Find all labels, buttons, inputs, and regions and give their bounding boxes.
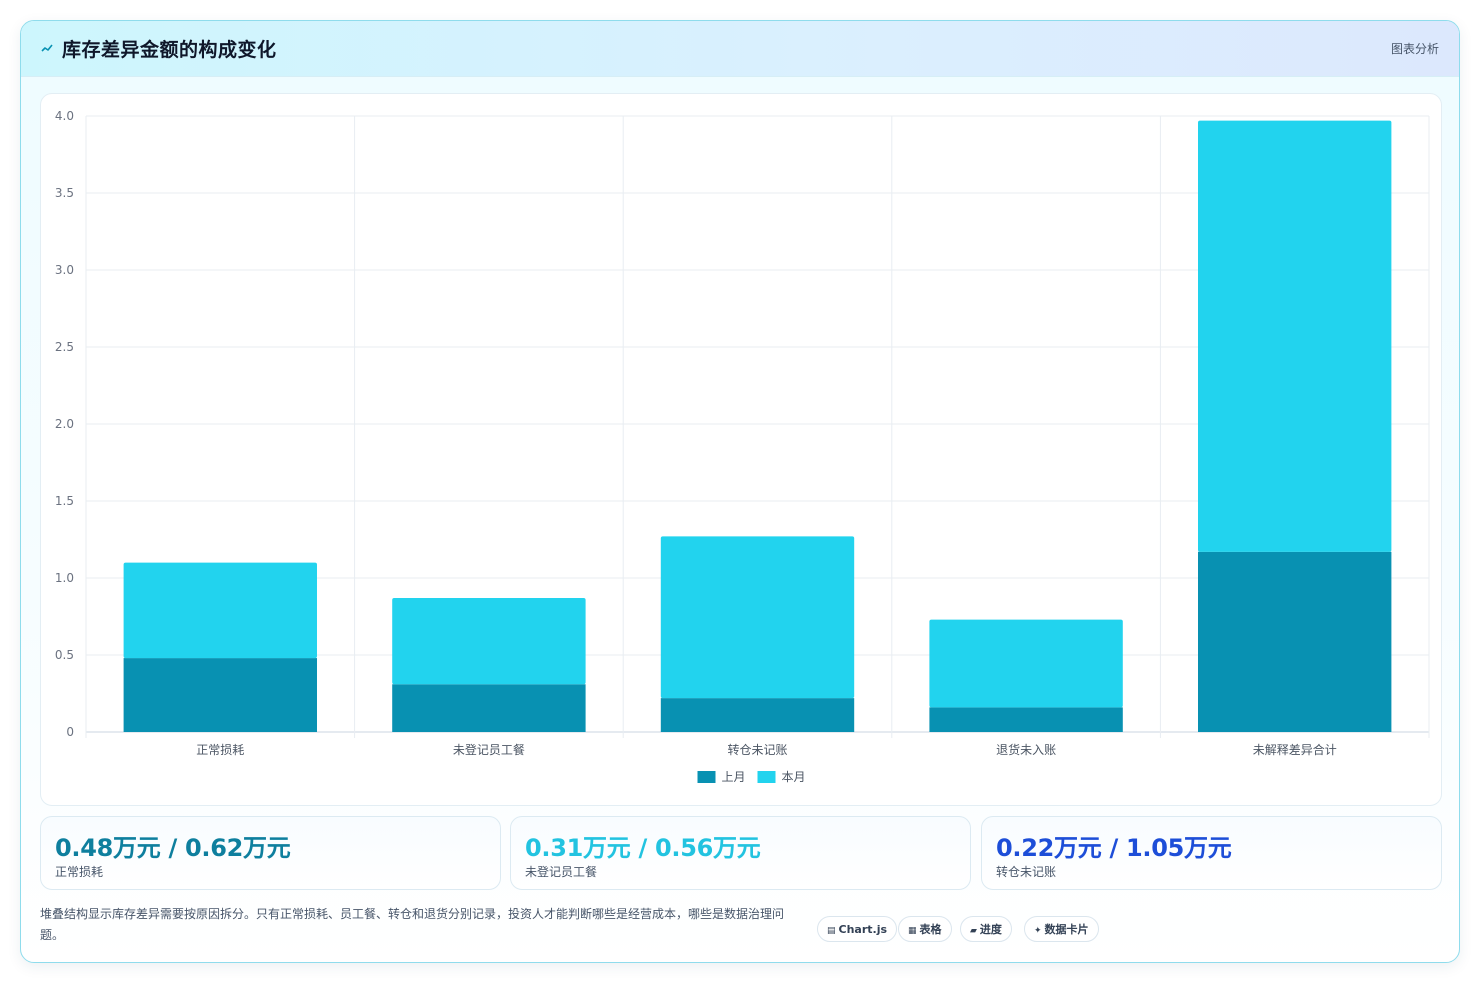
stat-label: 正常损耗 [55, 865, 104, 879]
chart-analysis-link[interactable]: 图表分析 [1390, 42, 1439, 56]
x-tick-label: 退货未入账 [996, 742, 1056, 757]
tag-label: 数据卡片 [1044, 923, 1089, 936]
legend-label: 上月 [722, 770, 746, 784]
line-chart-icon [41, 38, 55, 58]
stat-card-staff-meal: 0.31万元 / 0.56万元 未登记员工餐 [510, 816, 971, 890]
y-tick-label: 4.0 [55, 109, 74, 123]
stat-value: 0.31万元 / 0.56万元 [525, 834, 761, 862]
y-tick-label: 0 [66, 725, 74, 739]
bar-segment [660, 698, 855, 732]
stat-card-transfer: 0.22万元 / 1.05万元 转仓未记账 [981, 816, 1442, 890]
y-tick-label: 0.5 [55, 648, 74, 662]
stat-label: 未登记员工餐 [525, 865, 598, 879]
y-tick-label: 2.5 [55, 340, 74, 354]
stat-label: 转仓未记账 [996, 865, 1057, 879]
tag-table[interactable]: ▦ 表格 [898, 916, 952, 942]
bar-segment [929, 707, 1123, 732]
bar-segment [929, 619, 1123, 708]
y-tick-label: 1.5 [55, 494, 74, 508]
bar-segment [1198, 120, 1392, 552]
legend-label: 本月 [782, 770, 806, 784]
tag-chartjs[interactable]: ▤ Chart.js [817, 916, 898, 942]
bar-segment [123, 562, 317, 659]
tag-label: Chart.js [838, 923, 888, 936]
y-tick-label: 3.0 [55, 263, 74, 277]
x-tick-label: 未解释差异合计 [1253, 742, 1337, 757]
tag-data-card[interactable]: ✦ 数据卡片 [1024, 916, 1099, 942]
bar-segment [392, 684, 586, 732]
stat-value: 0.22万元 / 1.05万元 [996, 834, 1232, 862]
chart-icon: ▤ [827, 926, 836, 936]
legend-swatch [697, 771, 716, 783]
bar-segment [123, 658, 317, 732]
stat-card-normal-loss: 0.48万元 / 0.62万元 正常损耗 [40, 816, 501, 890]
stacked-bar-chart: 0 0.5 1.0 1.5 2.0 2.5 3.0 3.5 4.0 正常损耗 未登记员工餐 转仓未记账… [55, 109, 1430, 784]
card-header: 库存差异金额的构成变化 图表分析 [21, 21, 1459, 77]
legend-swatch [757, 771, 776, 783]
y-tick-label: 1.0 [55, 571, 74, 585]
chart-panel: 0 0.5 1.0 1.5 2.0 2.5 3.0 3.5 4.0 正常损耗 未登记员工餐 转仓未记账… [40, 93, 1442, 806]
x-tick-label: 转仓未记账 [727, 742, 787, 757]
bar-segment [392, 598, 586, 685]
tag-progress[interactable]: ▰ 进度 [960, 916, 1012, 942]
bar-segment [1198, 551, 1392, 732]
x-tick-label: 未登记员工餐 [453, 742, 525, 757]
tag-label: 进度 [979, 923, 1002, 936]
table-icon: ▦ [908, 926, 917, 936]
y-tick-label: 2.0 [55, 417, 74, 431]
tag-label: 表格 [919, 923, 942, 936]
chart-card: 库存差异金额的构成变化 图表分析 0 0.5 1.0 1.5 2.0 2.5 3.0 3.5 4… [20, 20, 1460, 963]
y-tick-label: 3.5 [55, 186, 74, 200]
x-tick-label: 正常损耗 [196, 743, 244, 757]
card-title: 库存差异金额的构成变化 [62, 39, 277, 61]
progress-icon: ▰ [970, 926, 977, 936]
analysis-note: 堆叠结构显示库存差异需要按原因拆分。只有正常损耗、员工餐、转仓和退货分别记录，投… [40, 907, 785, 942]
bar-segment [660, 536, 855, 699]
stat-value: 0.48万元 / 0.62万元 [55, 834, 291, 862]
sparkle-icon: ✦ [1034, 926, 1042, 936]
